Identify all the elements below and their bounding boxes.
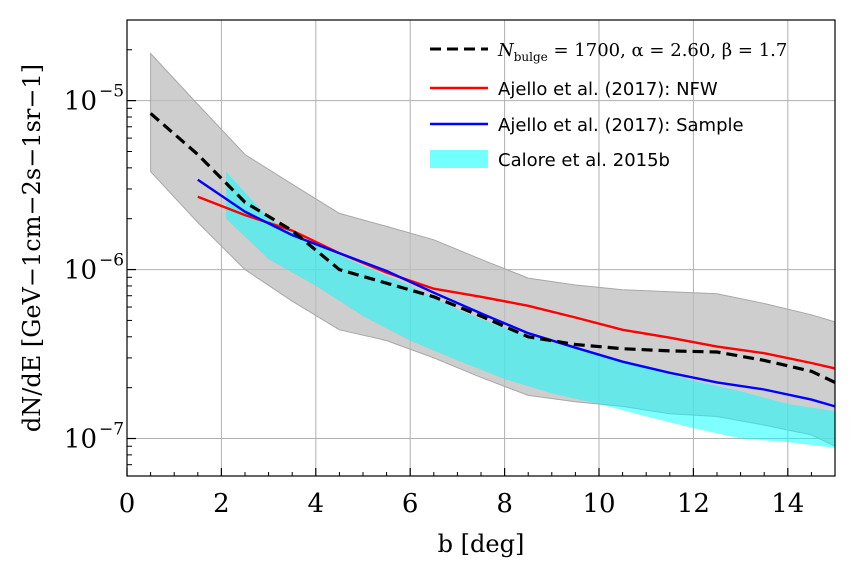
y-tick-exponent: −6 bbox=[99, 251, 124, 271]
legend-bulge-sub: bulge bbox=[514, 50, 548, 64]
legend: Nbulge = 1700, α = 2.60, β = 1.7 Ajello … bbox=[430, 40, 787, 171]
bulge-dashed-line bbox=[149, 112, 836, 384]
nfw-line bbox=[197, 195, 836, 370]
y-tick-label: 10 bbox=[64, 87, 97, 117]
x-tick-label: 8 bbox=[496, 489, 513, 519]
legend-label-calore: Calore et al. 2015b bbox=[498, 150, 670, 171]
legend-bulge-n: N bbox=[497, 40, 515, 61]
calore-band bbox=[226, 171, 836, 448]
x-tick-label: 10 bbox=[582, 489, 615, 519]
y-tick-exponent: −5 bbox=[99, 82, 124, 102]
legend-bulge-rest: = 1700, α = 2.60, β = 1.7 bbox=[548, 40, 788, 61]
y-tick-label: 10 bbox=[64, 256, 97, 286]
x-tick-label: 0 bbox=[119, 489, 136, 519]
x-axis-label: b [deg] bbox=[438, 530, 525, 558]
lines bbox=[149, 112, 836, 408]
x-tick-label: 12 bbox=[677, 489, 710, 519]
legend-label-nfw: Ajello et al. (2017): NFW bbox=[498, 79, 718, 100]
y-tick-label: 10 bbox=[64, 425, 97, 455]
x-tick-label: 4 bbox=[308, 489, 325, 519]
x-tick-label: 14 bbox=[771, 489, 804, 519]
legend-label-bulge: Nbulge = 1700, α = 2.60, β = 1.7 bbox=[497, 40, 787, 64]
legend-swatch-calore bbox=[430, 150, 488, 168]
y-axis-label: dN/dE [GeV−1cm−2s−1sr−1] bbox=[18, 64, 46, 432]
x-tick-label: 6 bbox=[402, 489, 419, 519]
bands bbox=[150, 52, 836, 448]
legend-label-sample: Ajello et al. (2017): Sample bbox=[498, 115, 744, 136]
x-tick-label: 2 bbox=[213, 489, 230, 519]
gray-uncertainty-band bbox=[150, 52, 836, 447]
y-tick-exponent: −7 bbox=[99, 420, 124, 440]
sample-line bbox=[197, 178, 836, 408]
